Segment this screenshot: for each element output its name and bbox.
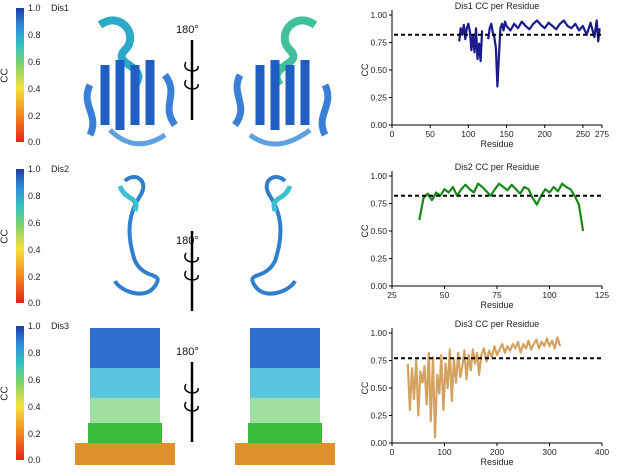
colorbar-tick: 1.0 xyxy=(28,164,41,174)
dis1-cc-chart: Dis1 CC per Residue 0.00 0.25 0.50 0.75 1.00 0… xyxy=(360,1,609,149)
y-axis-label: CC xyxy=(360,381,370,394)
y-tick-label: 1.00 xyxy=(370,328,387,338)
colorbar-tick: 1.0 xyxy=(28,3,41,13)
y-axis-label: CC xyxy=(360,224,370,237)
colorbar-tick: 0.2 xyxy=(28,111,41,121)
rotate-icon xyxy=(184,231,199,311)
colorbar-tick: 0.4 xyxy=(28,245,41,255)
y-tick-label: 0.25 xyxy=(370,411,387,421)
x-tick-label: 0 xyxy=(390,129,395,139)
x-tick-label: 75 xyxy=(492,290,502,300)
y-tick-label: 0.00 xyxy=(370,281,387,291)
x-tick-label: 50 xyxy=(425,129,435,139)
y-tick-label: 0.75 xyxy=(370,199,387,209)
y-tick-label: 0.50 xyxy=(370,226,387,236)
y-tick-label: 0.50 xyxy=(370,65,387,75)
y-tick-label: 0.75 xyxy=(370,38,387,48)
colorbar-tick: 1.0 xyxy=(28,321,41,331)
y-tick-label: 0.75 xyxy=(370,356,387,366)
protein-structure-front xyxy=(83,16,178,147)
x-axis-label: Residue xyxy=(480,457,513,467)
series-line xyxy=(418,182,585,232)
x-axis-label: Residue xyxy=(480,300,513,310)
panel-dis1: 1.0 0.8 0.6 0.4 0.2 0.0 CC Dis1 180° Dis… xyxy=(0,0,617,158)
colorbar-tick: 0.8 xyxy=(28,30,41,40)
colorbar-tick: 0.0 xyxy=(28,455,41,465)
x-tick-label: 200 xyxy=(490,447,504,457)
y-tick-label: 0.25 xyxy=(370,93,387,103)
x-tick-label: 0 xyxy=(390,447,395,457)
x-tick-label: 100 xyxy=(437,447,451,457)
colorbar-tick: 0.4 xyxy=(28,84,41,94)
y-axis-label: CC xyxy=(360,63,370,76)
y-tick-label: 0.50 xyxy=(370,383,387,393)
x-tick-label: 100 xyxy=(542,290,556,300)
dis3-cc-chart: Dis3 CC per Residue 0.00 0.25 0.50 0.75 1.00 0… xyxy=(360,319,609,467)
protein-structure-back xyxy=(250,175,297,296)
colorbar-tick: 0.0 xyxy=(28,137,41,147)
y-tick-label: 0.25 xyxy=(370,254,387,264)
dis2-cc-chart: Dis2 CC per Residue 0.00 0.25 0.50 0.75 1.00 2… xyxy=(360,162,609,310)
protein-structure-front xyxy=(75,328,175,465)
x-tick-label: 200 xyxy=(538,129,552,139)
colorbar-tick: 0.2 xyxy=(28,429,41,439)
chart-title: Dis3 CC per Residue xyxy=(455,319,540,329)
y-tick-label: 1.00 xyxy=(370,10,387,20)
panel-dis2: 1.0 0.8 0.6 0.4 0.2 0.0 CC Dis2 180° Dis… xyxy=(0,161,617,319)
panel-dis3: 1.0 0.8 0.6 0.4 0.2 0.0 CC Dis3 180° Dis… xyxy=(0,318,617,476)
x-tick-label: 25 xyxy=(387,290,397,300)
rotation-label: 180° xyxy=(176,346,199,358)
rotate-icon xyxy=(184,40,199,120)
panel-label: Dis3 xyxy=(51,321,70,331)
rotation-label: 180° xyxy=(176,24,199,36)
chart-title: Dis2 CC per Residue xyxy=(455,162,540,172)
protein-structure-back xyxy=(235,328,335,465)
colorbar-tick: 0.0 xyxy=(28,298,41,308)
x-tick-label: 275 xyxy=(595,129,609,139)
colorbar-tick: 0.8 xyxy=(28,348,41,358)
y-tick-label: 0.00 xyxy=(370,438,387,448)
colorbar-tick: 0.4 xyxy=(28,402,41,412)
protein-structure-back xyxy=(232,16,332,147)
x-tick-label: 250 xyxy=(576,129,590,139)
colorbar-label: CC xyxy=(0,386,11,401)
x-tick-label: 150 xyxy=(499,129,513,139)
y-tick-label: 1.00 xyxy=(370,171,387,181)
panel-label: Dis1 xyxy=(51,3,70,13)
colorbar-label: CC xyxy=(0,68,11,83)
panel-label: Dis2 xyxy=(51,164,70,174)
colorbar-tick: 0.8 xyxy=(28,191,41,201)
protein-structure-front xyxy=(113,175,160,296)
series-line xyxy=(458,19,601,88)
colorbar xyxy=(16,8,24,142)
chart-title: Dis1 CC per Residue xyxy=(455,1,540,11)
x-tick-label: 400 xyxy=(595,447,609,457)
x-tick-label: 50 xyxy=(440,290,450,300)
x-tick-label: 100 xyxy=(461,129,475,139)
colorbar-tick: 0.6 xyxy=(28,375,41,385)
colorbar xyxy=(16,169,24,303)
y-tick-label: 0.00 xyxy=(370,120,387,130)
colorbar xyxy=(16,326,24,460)
rotate-icon xyxy=(184,362,199,442)
x-tick-label: 125 xyxy=(595,290,609,300)
x-axis-label: Residue xyxy=(480,139,513,149)
series-line xyxy=(406,336,562,439)
x-tick-label: 300 xyxy=(542,447,556,457)
colorbar-tick: 0.2 xyxy=(28,272,41,282)
colorbar-label: CC xyxy=(0,229,11,244)
colorbar-tick: 0.6 xyxy=(28,57,41,67)
colorbar-tick: 0.6 xyxy=(28,218,41,228)
